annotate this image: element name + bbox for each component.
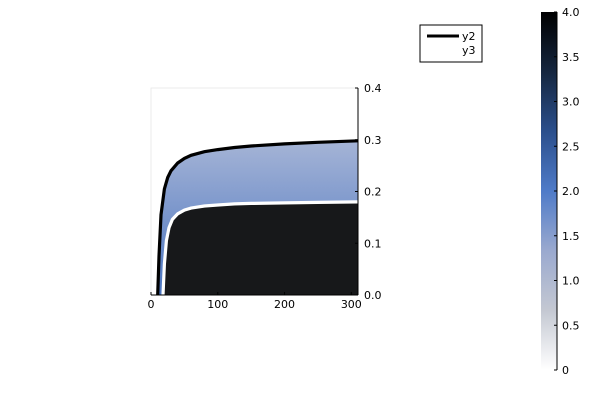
- colorbar-tick-label: 1.5: [562, 230, 580, 243]
- y-tick-label: 0.2: [364, 186, 382, 199]
- series-line-y2: [156, 139, 358, 295]
- x-tick-label: 100: [207, 298, 228, 311]
- y-tick-label: 0.1: [364, 237, 382, 250]
- legend-label-y2: y2: [462, 30, 476, 43]
- series-line-y3: [161, 200, 358, 295]
- series-lines: [156, 139, 358, 295]
- colorbar-gradient: [541, 12, 557, 370]
- y-tick-label: 0.4: [364, 82, 382, 95]
- colorbar-tick-label: 0.5: [562, 319, 580, 332]
- colorbar: 0 0.5 1.0 1.5 2.0 2.5 3.0 3.5 4.0: [541, 6, 580, 377]
- y-tick-label: 0.0: [364, 289, 382, 302]
- legend-box: [419, 24, 483, 63]
- colorbar-tick-label: 3.5: [562, 51, 580, 64]
- band-fill-y2-y3: [157, 140, 358, 295]
- colorbar-tick-label: 2.0: [562, 185, 580, 198]
- x-tick-label: 200: [274, 298, 295, 311]
- area-fill-below-y3: [163, 201, 358, 295]
- y-tick-label: 0.3: [364, 134, 382, 147]
- colorbar-tick-label: 3.0: [562, 96, 580, 109]
- legend-label-y3: y3: [462, 44, 476, 57]
- area-fills: [157, 140, 358, 295]
- x-tick-label: 300: [341, 298, 362, 311]
- colorbar-tick-label: 2.5: [562, 140, 580, 153]
- x-tick-label: 0: [148, 298, 155, 311]
- colorbar-tick-label: 0: [562, 364, 569, 377]
- colorbar-tick-label: 1.0: [562, 275, 580, 288]
- colorbar-tick-label: 4.0: [562, 6, 580, 19]
